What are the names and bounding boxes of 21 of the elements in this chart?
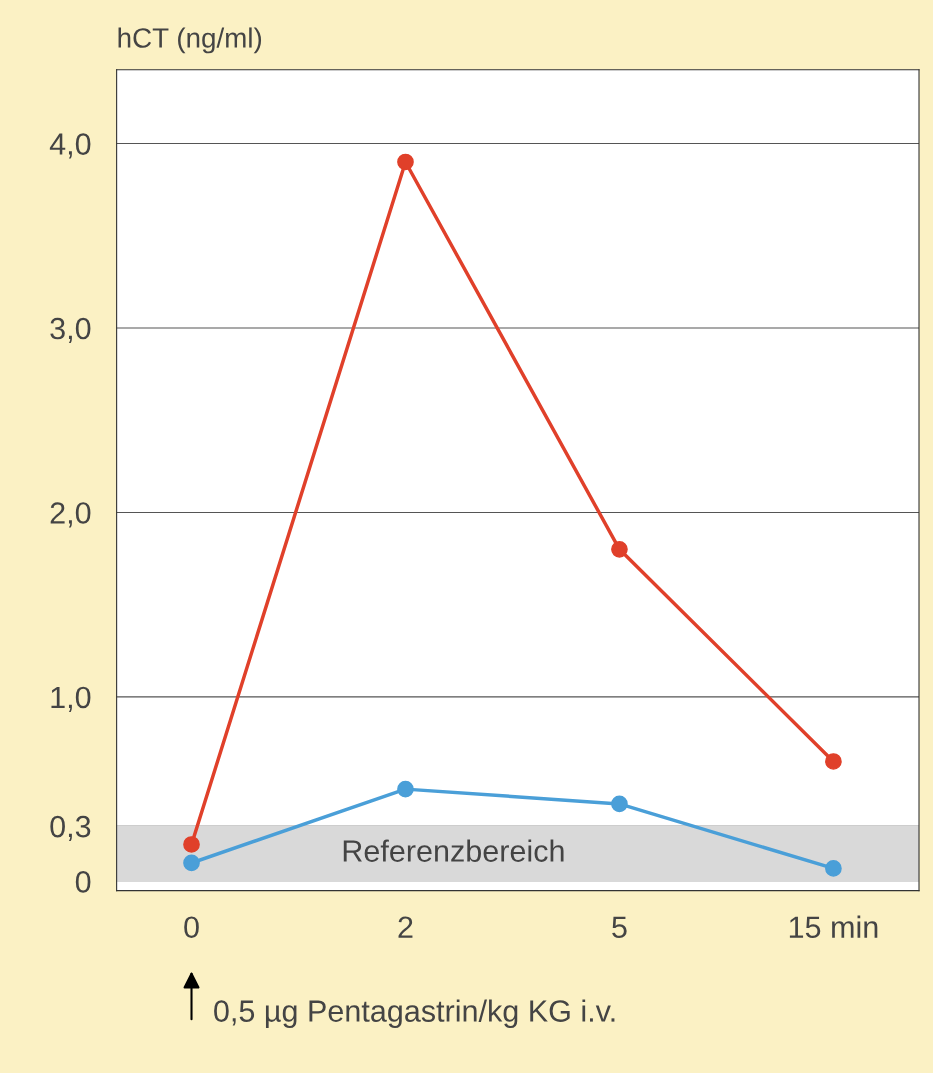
y-tick-label: 1,0 xyxy=(51,686,91,712)
y-tick-label: 0 xyxy=(75,871,91,893)
y-tick-label: 3,0 xyxy=(50,317,91,343)
y-axis-title: hCT (ng/ml) xyxy=(118,27,262,54)
point xyxy=(611,795,628,813)
point xyxy=(397,153,414,171)
point xyxy=(183,854,200,872)
x-tick-label: 5 xyxy=(612,916,627,939)
point xyxy=(825,753,842,770)
band-label: Referenzbereich xyxy=(343,839,564,862)
x-tick-label: 2 xyxy=(398,916,413,938)
y-tick-label: 4,0 xyxy=(49,133,91,159)
point xyxy=(183,836,200,853)
point xyxy=(825,860,842,877)
x-tick-label: 15 min xyxy=(789,915,878,939)
point xyxy=(611,541,628,558)
x-tick-label: 0 xyxy=(184,916,199,939)
y-tick-label: 2,0 xyxy=(50,502,91,528)
y-tick-label: 0,3 xyxy=(50,815,91,842)
text: 0,5 µg Pentagastrin/kg KG i.v. xyxy=(214,999,615,1028)
point xyxy=(397,780,414,798)
